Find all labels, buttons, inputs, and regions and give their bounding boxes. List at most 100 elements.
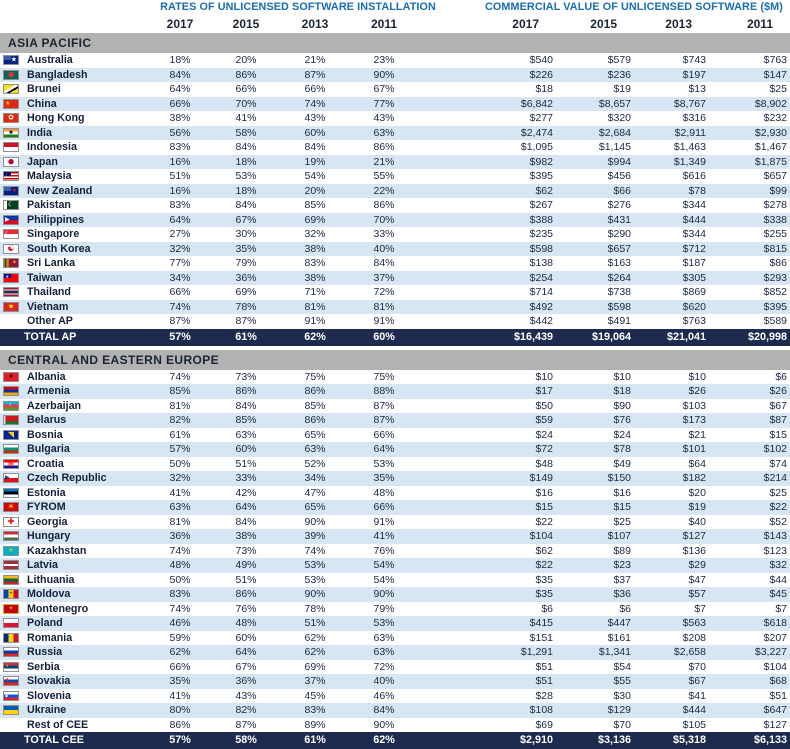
rate-cell: 74% [169,544,191,557]
value-cell: $236 [607,68,631,81]
sun-icon: ☀ [7,546,15,555]
value-cell: $235 [529,228,553,240]
rate-cell: 84% [235,199,257,211]
value-cell: $444 [682,213,706,226]
flag-lk-icon: ✦ [3,258,19,269]
table-row: Thailand 66% 69% 71% 72% $714 $738 $869 $852 [0,285,790,300]
flag-am-icon [3,386,19,397]
value-cell: $616 [682,170,706,182]
value-cell: $208 [682,631,706,644]
value-cell: $540 [529,54,553,66]
table-row: ✚ Slovakia 35% 36% 37% 40% $51 $55 $67 $68 [0,674,790,689]
flag-ro-icon [3,632,19,643]
rate-cell: 86% [304,385,326,397]
rate-cell: 63% [169,501,191,513]
rate-cell: 35% [235,242,257,255]
value-cell: $22 [535,515,553,528]
value-cell: $277 [529,112,553,124]
value-cell: $102 [763,443,787,455]
rate-cell: 41% [373,530,395,542]
rate-cell: 74% [169,370,191,383]
rate-cell: 90% [373,68,395,81]
rate-cell: 70% [373,213,395,226]
rate-cell: 72% [373,286,395,298]
rate-cell: 90% [373,588,395,600]
rate-cell: 35% [169,675,191,687]
table-row: Latvia 48% 49% 53% 54% $22 $23 $29 $32 [0,558,790,573]
rate-cell: 64% [373,443,395,455]
rate-cell: 40% [373,675,395,687]
rate-cell: 78% [304,602,326,615]
table-row: Hungary 36% 38% 39% 41% $104 $107 $127 $143 [0,529,790,544]
value-cell: $35 [535,573,553,586]
value-cell: $45 [769,588,787,600]
flag-si-icon: ◆ [3,690,19,701]
flag-th-icon [3,287,19,298]
rate-cell: 46% [373,689,395,702]
table-row: ◉ India 56% 58% 60% 63% $2,474 $2,684 $2,911 $2,9… [0,125,790,140]
country-cell: ✦ Albania [0,370,148,385]
table-row: Romania 59% 60% 62% 63% $151 $161 $208 $207 [0,631,790,646]
table-row: ✦ Sri Lanka 77% 79% 83% 84% $138 $163 $187 $86 [0,256,790,271]
value-cell: $18 [535,83,553,95]
flag-me-icon: ✦ [3,603,19,614]
value-cell: $395 [529,170,553,182]
rate-cell: 82% [235,704,257,716]
country-cell: ✚ Georgia [0,515,148,530]
country-cell: Romania [0,631,148,646]
flag-hr-icon: ▦ [3,458,19,469]
table-row: Other AP 87% 87% 91% 91% $442 $491 $763 $589 [0,314,790,329]
star-icon: ★ [5,99,11,107]
rate-cell: 32% [169,242,191,255]
country-cell: ▶ Philippines [0,213,148,228]
value-cell: $64 [688,457,706,470]
rate-cell: 90% [373,718,395,731]
value-cell: $36 [613,588,631,600]
value-cell: $68 [769,675,787,687]
country-name: Armenia [27,385,70,397]
rate-cell: 32% [304,228,326,240]
rate-cell: 86% [235,588,257,600]
table-row: ☀ FYROM 63% 64% 65% 66% $15 $15 $19 $22 [0,500,790,515]
value-cell: $127 [763,718,787,731]
crest-icon: ◆ [5,692,9,698]
value-cell: $89 [613,544,631,557]
value-cell: $26 [688,385,706,397]
rate-cell: 48% [373,486,395,499]
value-cell: $69 [535,718,553,731]
eagle-icon: ✦ [8,604,14,612]
value-cell: $657 [607,242,631,255]
country-name: Poland [27,617,63,629]
flag-by-icon [3,415,19,426]
rate-cell: 86% [235,68,257,81]
rate-cell: 69% [235,286,257,298]
rate-cell: 85% [169,385,191,397]
value-cell: $20 [688,486,706,499]
rate-cell: 84% [235,515,257,528]
value-cell: $491 [607,315,631,327]
value-cell: $129 [607,704,631,716]
crest-icon: ✦ [8,590,14,597]
value-cell: $1,145 [598,141,631,153]
country-name: Malaysia [27,170,72,182]
country-cell: ● Japan [0,155,148,170]
rate-cell: 91% [373,315,395,327]
country-name: Vietnam [27,300,69,313]
table-row: ✦ Albania 74% 73% 75% 75% $10 $10 $10 $6 [0,370,790,385]
rate-cell: 82% [169,414,191,426]
value-cell: $22 [769,501,787,513]
value-cell: $136 [682,544,706,557]
rate-cell: 43% [304,112,326,124]
rate-cell: 16% [169,155,191,168]
value-cell: $714 [529,286,553,298]
value-cell: $6 [541,602,553,615]
country-cell: Lithuania [0,573,148,588]
rate-cell: 74% [304,97,326,110]
value-cell: $6 [619,602,631,615]
flag-rs-icon: ✦ [3,661,19,672]
country-cell: ✦ Moldova [0,587,148,602]
rate-cell: 84% [235,141,257,153]
rate-cell: 54% [373,559,395,571]
rates-title: RATES OF UNLICENSED SOFTWARE INSTALLATIO… [160,1,436,13]
rate-cell: 63% [373,646,395,658]
